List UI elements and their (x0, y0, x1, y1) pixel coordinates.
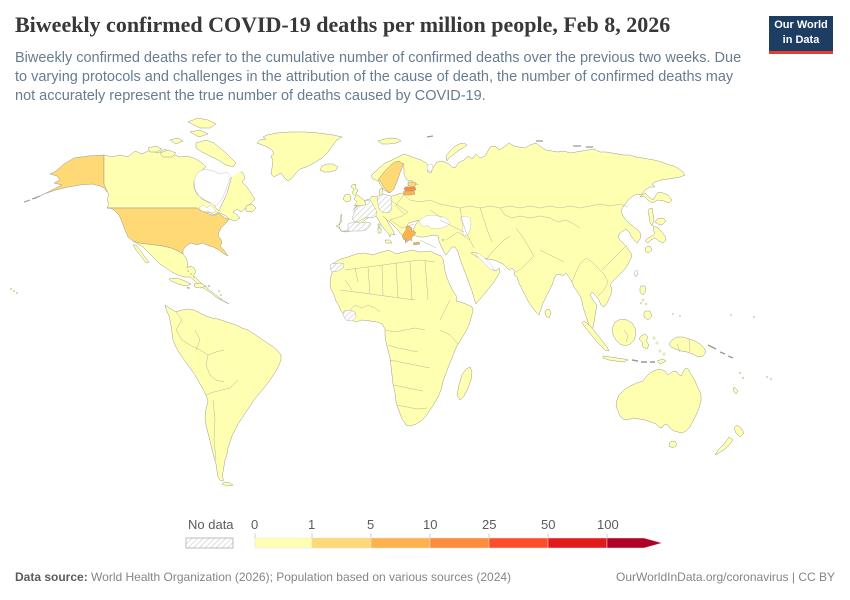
svg-text:10: 10 (423, 517, 437, 532)
svg-text:0: 0 (251, 517, 258, 532)
svg-text:100: 100 (597, 517, 619, 532)
svg-text:1: 1 (308, 517, 315, 532)
svg-text:5: 5 (367, 517, 374, 532)
svg-text:25: 25 (482, 517, 496, 532)
svg-text:No data: No data (188, 517, 234, 532)
svg-text:50: 50 (541, 517, 555, 532)
